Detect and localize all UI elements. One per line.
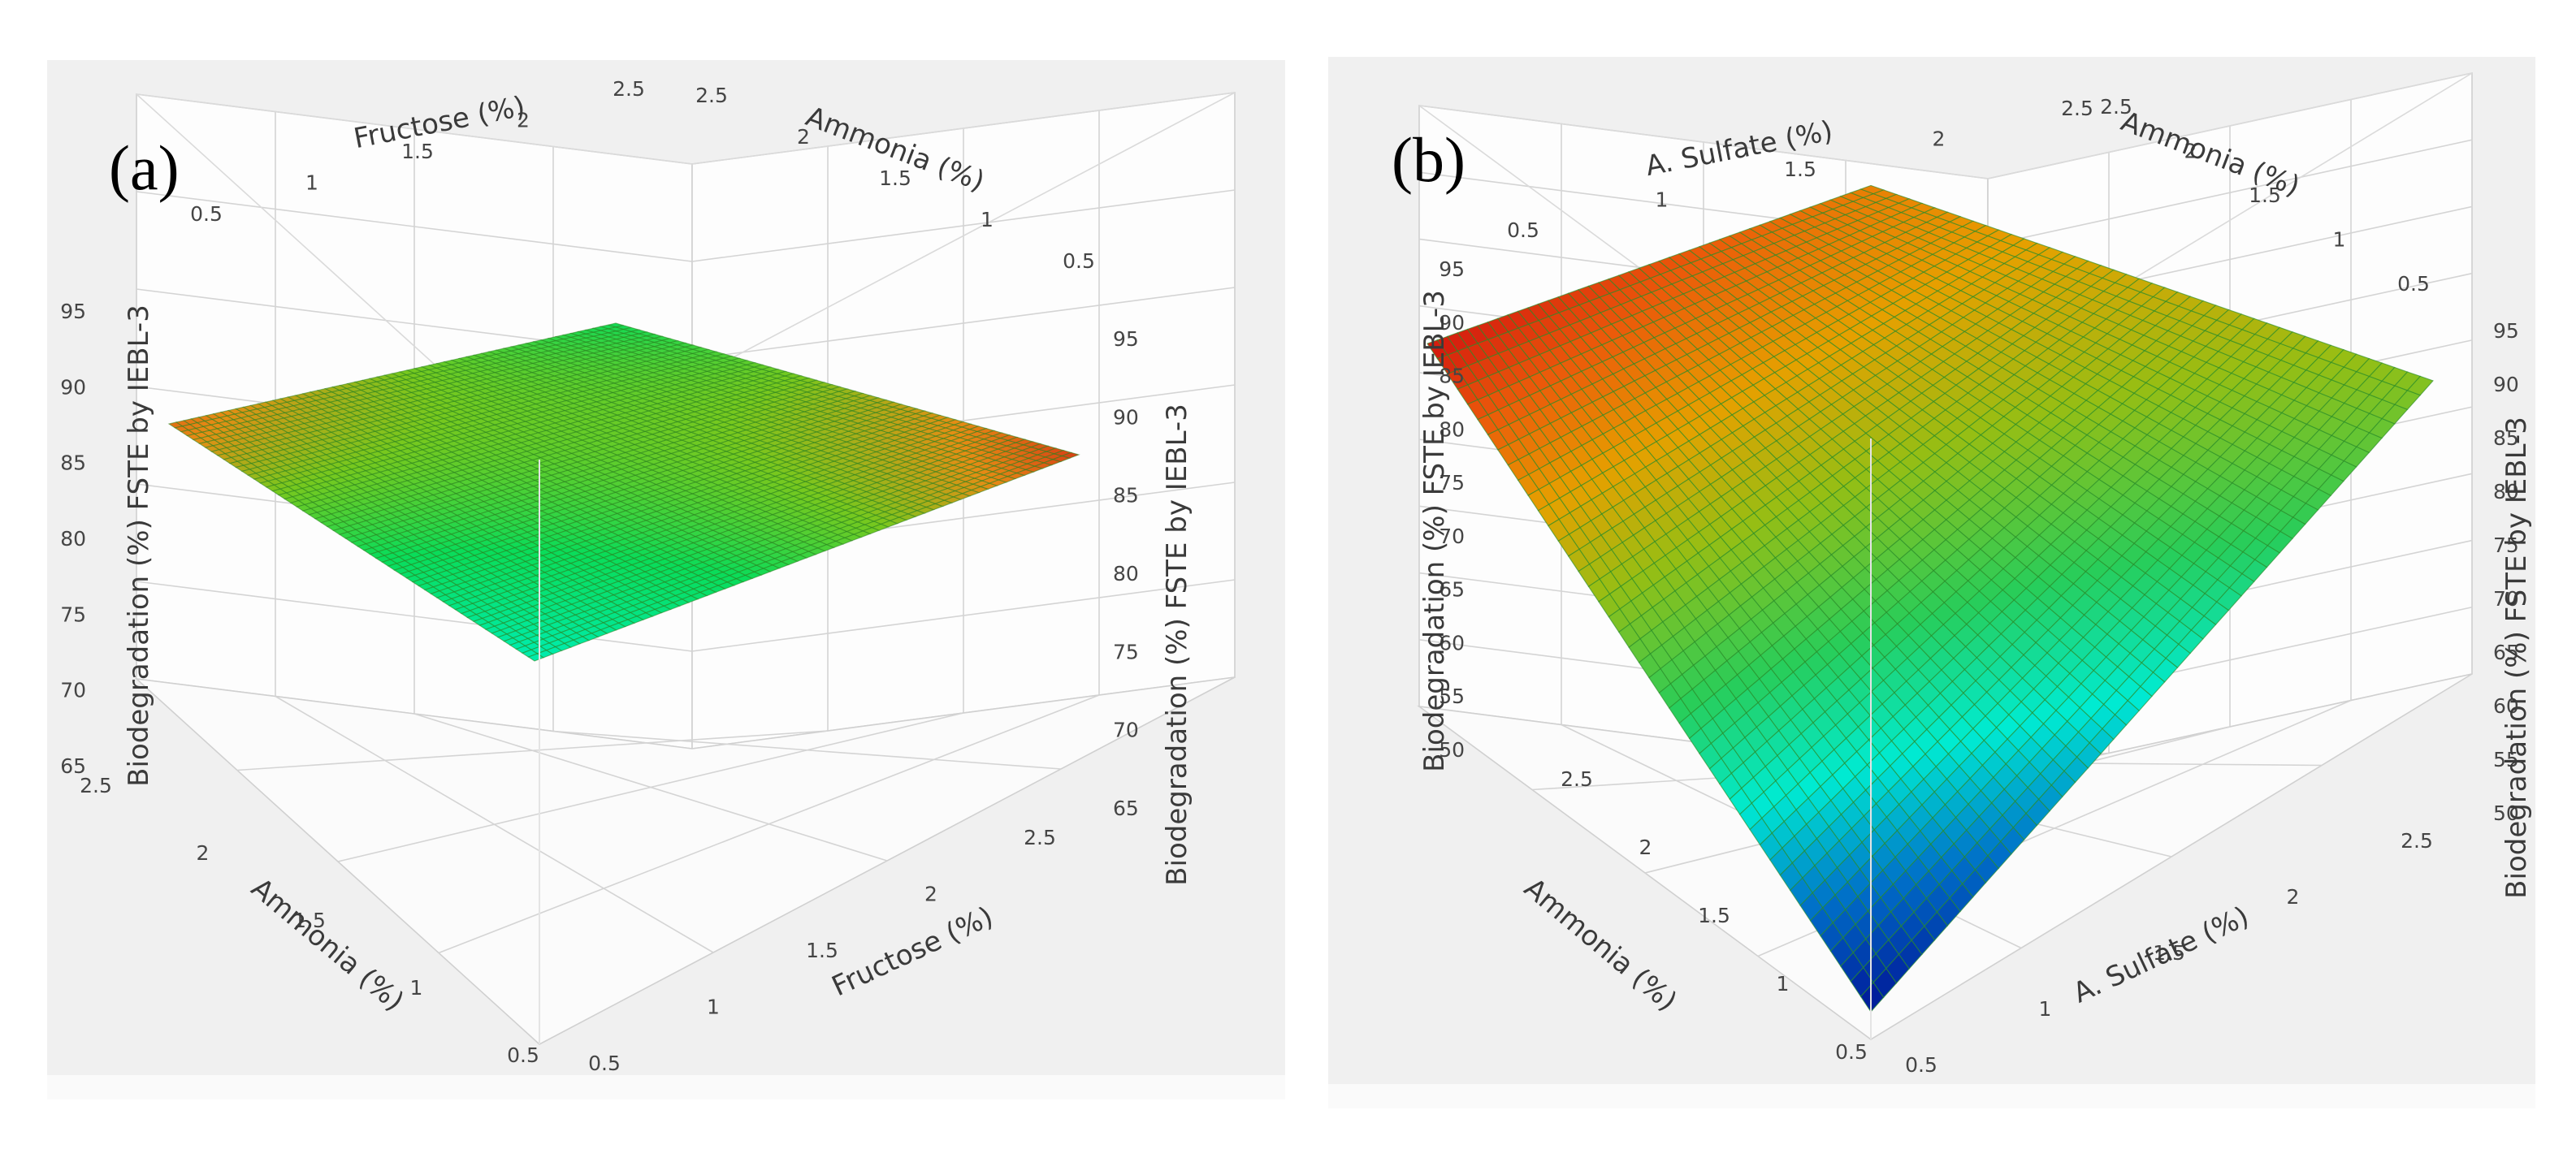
z-tick-left: 65 xyxy=(60,754,86,778)
y-tick-top: 2 xyxy=(797,125,810,149)
y-tick-bottom: 2.5 xyxy=(80,774,112,797)
y-tick-bottom: 0.5 xyxy=(507,1043,539,1067)
panel-b-bottom-strip xyxy=(1328,1084,2535,1108)
floor-gridline xyxy=(438,694,1100,954)
z-tick-left: 85 xyxy=(60,451,86,475)
x-tick-bottom: 2 xyxy=(924,883,937,906)
y-tick-bottom: 2 xyxy=(197,841,210,865)
frame-edge xyxy=(136,93,693,165)
z-axis-label-right: Biodegradation (%) FSTE by IEBL-3 xyxy=(1161,404,1193,886)
x-tick-bottom: 1 xyxy=(707,996,720,1019)
response-surface-0 xyxy=(167,322,1080,662)
y-tick-bottom: 1 xyxy=(410,976,423,1000)
x-tick-top: 1 xyxy=(305,171,318,195)
z-tick-right: 90 xyxy=(1113,405,1139,429)
chart-panel-a: 65 70 75 80 85 90 95 65 70 75 80 85 90 95 0.5 1 1.5 2 2.5 2… xyxy=(47,60,1285,1099)
floor-gridline xyxy=(275,695,714,953)
x-tick-top: 2.5 xyxy=(613,77,645,101)
x-tick-bottom: 2.5 xyxy=(1024,826,1056,849)
x-tick-top: 1.5 xyxy=(401,140,434,163)
z-tick-right: 75 xyxy=(1113,640,1139,663)
y-tick-bottom: 1.5 xyxy=(293,909,326,932)
z-tick-right: 80 xyxy=(1113,562,1139,585)
frame-edge xyxy=(1418,105,1989,179)
y-tick-top: 1 xyxy=(981,208,994,231)
z-tick-right: 65 xyxy=(1113,797,1139,820)
z-tick-right: 70 xyxy=(1113,719,1139,742)
z-axis-label-left: Biodegradation (%) FSTE by IEBL-3 xyxy=(123,305,155,787)
y-tick-top: 2.5 xyxy=(695,84,728,107)
z-tick-left: 90 xyxy=(60,375,86,399)
floor-gridline xyxy=(337,712,964,862)
x-axis-label-bottom: Fructose (%) xyxy=(827,901,998,1004)
floor-plane xyxy=(134,676,1236,1045)
y-tick-top: 0.5 xyxy=(1063,249,1095,273)
frame-edge xyxy=(1987,72,2473,179)
surface-plot-b: 5055606570758085909550556065707580859095… xyxy=(1417,72,2533,1077)
z-tick-right: 95 xyxy=(1113,327,1139,351)
panel-a-bottom-strip xyxy=(47,1075,1285,1099)
z-tick-left: 75 xyxy=(60,603,86,626)
x-tick-bottom: 0.5 xyxy=(588,1052,621,1075)
panel-label-a: (a) xyxy=(109,132,180,203)
surface-plot-a: 65 70 75 80 85 90 95 65 70 75 80 85 90 95 0.5 1 1.5 2 2.5 2… xyxy=(60,77,1236,1075)
surface-cell xyxy=(1060,451,1080,459)
response-surface-1 xyxy=(1427,184,2434,1013)
x-tick-top: 2 xyxy=(517,109,530,132)
z-tick-left: 95 xyxy=(60,300,86,323)
x-tick-bottom: 1.5 xyxy=(806,939,838,962)
y-tick-top: 1.5 xyxy=(879,166,911,190)
frame-edge xyxy=(691,92,1236,165)
chart-panel-b: 50 55 60 65 70 75 80 85 90 95 50 55 60 65 70 75 80 85 90 95… xyxy=(1328,57,2535,1108)
z-tick-left: 80 xyxy=(60,527,86,551)
x-tick-top: 0.5 xyxy=(190,202,223,226)
z-tick-left: 70 xyxy=(60,679,86,702)
z-tick-right: 85 xyxy=(1113,484,1139,508)
